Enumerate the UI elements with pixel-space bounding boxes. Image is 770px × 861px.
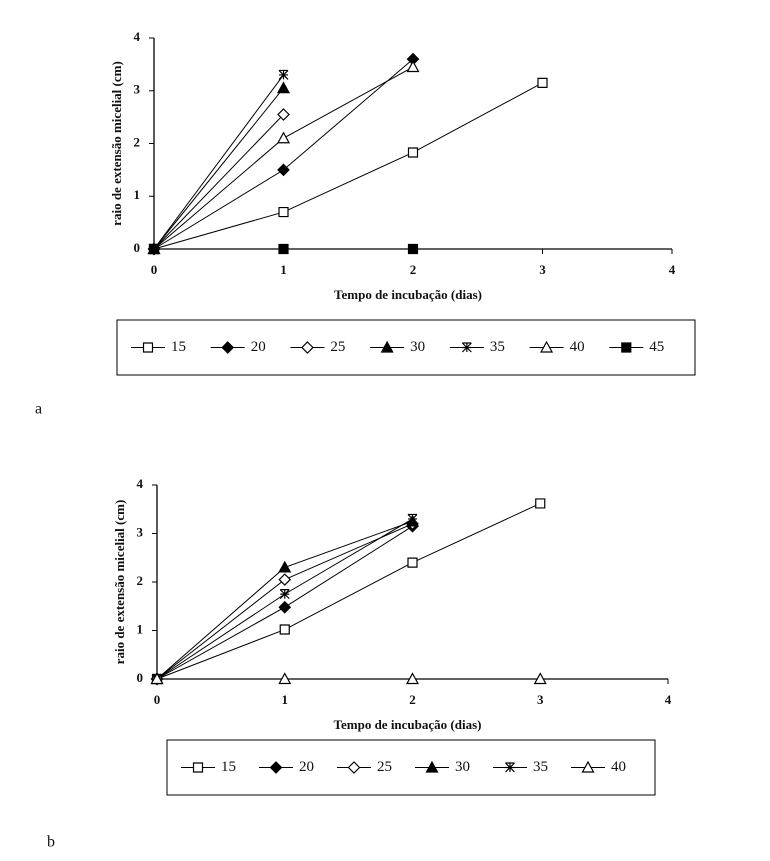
marker xyxy=(278,600,292,614)
series-line xyxy=(156,518,413,680)
y-axis-label: raio de extensão micelial (cm) xyxy=(112,500,127,665)
x-tick-label: 0 xyxy=(151,262,158,277)
legend-label: 35 xyxy=(533,759,548,775)
y-tick-label: 3 xyxy=(137,524,144,539)
x-axis-label: Tempo de incubação (dias) xyxy=(334,287,482,302)
series-line xyxy=(153,74,284,250)
marker xyxy=(278,672,292,685)
y-tick-label: 2 xyxy=(137,573,144,588)
legend-marker xyxy=(301,341,314,354)
series-line xyxy=(153,82,543,250)
legend-marker xyxy=(192,762,204,773)
marker xyxy=(276,131,291,144)
legend-label: 15 xyxy=(221,759,236,775)
marker xyxy=(278,243,289,255)
marker xyxy=(276,81,291,94)
x-tick-label: 4 xyxy=(669,262,676,277)
legend-label: 15 xyxy=(171,339,186,355)
marker xyxy=(407,513,418,524)
marker xyxy=(406,60,420,73)
legend-label: 35 xyxy=(490,339,505,355)
legend-marker xyxy=(221,341,235,354)
series-line xyxy=(153,114,284,250)
legend-label: 30 xyxy=(410,339,425,355)
marker xyxy=(277,108,290,121)
legend-marker xyxy=(505,762,515,773)
x-tick-label: 3 xyxy=(539,262,546,277)
legend-marker xyxy=(461,342,472,353)
marker xyxy=(407,243,419,255)
y-tick-label: 0 xyxy=(134,240,141,255)
x-tick-label: 2 xyxy=(409,692,416,707)
legend-marker xyxy=(540,340,554,353)
legend-label: 30 xyxy=(455,759,470,775)
marker xyxy=(535,498,546,509)
y-tick-label: 3 xyxy=(134,82,141,97)
legend-marker xyxy=(621,342,632,353)
marker xyxy=(407,557,418,568)
marker xyxy=(533,672,547,685)
legend-marker xyxy=(380,340,394,353)
marker xyxy=(148,243,160,255)
legend-box xyxy=(116,319,696,376)
y-tick-label: 4 xyxy=(137,476,144,491)
series-line xyxy=(153,66,414,250)
series-line xyxy=(153,87,284,250)
y-axis-label: raio de extensão micelial (cm) xyxy=(109,61,124,226)
marker xyxy=(537,77,548,88)
marker xyxy=(278,69,289,80)
x-tick-label: 4 xyxy=(665,692,672,707)
x-tick-label: 1 xyxy=(280,262,287,277)
marker xyxy=(278,206,289,218)
x-tick-label: 0 xyxy=(154,692,161,707)
legend-label: 20 xyxy=(299,759,314,775)
x-tick-label: 1 xyxy=(282,692,289,707)
legend-marker xyxy=(142,342,154,353)
marker xyxy=(405,672,420,685)
legend-label: 40 xyxy=(570,339,585,355)
y-tick-label: 2 xyxy=(134,134,141,149)
marker xyxy=(407,147,419,158)
marker xyxy=(278,560,292,573)
series-line xyxy=(156,520,413,680)
legend-label: 25 xyxy=(377,759,392,775)
legend-marker xyxy=(347,761,361,774)
legend-marker xyxy=(425,760,439,773)
y-tick-label: 4 xyxy=(134,29,141,44)
y-tick-label: 0 xyxy=(137,670,144,685)
legend-marker xyxy=(581,760,595,773)
legend-label: 45 xyxy=(649,339,664,355)
legend-label: 20 xyxy=(251,339,266,355)
marker xyxy=(279,624,290,635)
x-tick-label: 3 xyxy=(537,692,544,707)
legend-marker xyxy=(269,761,283,774)
marker xyxy=(279,589,290,600)
marker xyxy=(278,573,292,586)
y-tick-label: 1 xyxy=(134,187,141,202)
legend-label: 40 xyxy=(611,759,626,775)
legend-label: 25 xyxy=(330,339,345,355)
x-tick-label: 2 xyxy=(410,262,417,277)
marker xyxy=(277,163,290,177)
panel-label: b xyxy=(47,834,55,851)
marker xyxy=(150,672,164,685)
panel-label: a xyxy=(35,401,42,418)
x-axis-label: Tempo de incubação (dias) xyxy=(334,717,482,732)
y-tick-label: 1 xyxy=(137,621,144,636)
series-line xyxy=(156,502,541,680)
